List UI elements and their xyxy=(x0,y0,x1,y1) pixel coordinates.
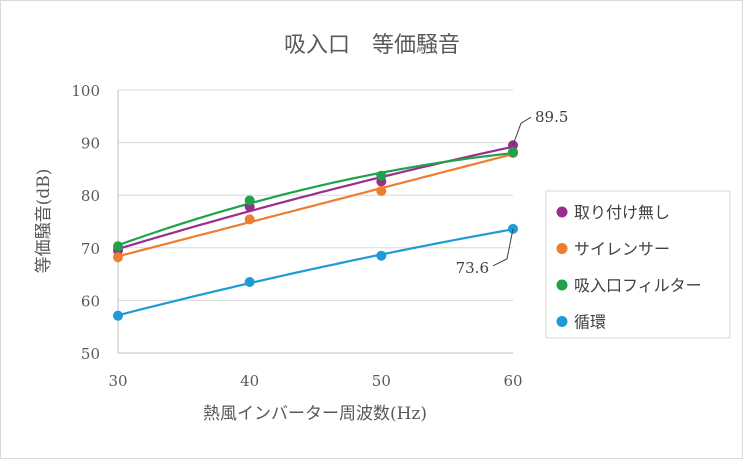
data-point-series-3 xyxy=(244,276,255,287)
y-tick-label: 100 xyxy=(71,82,100,100)
x-axis-label: 熱風インバーター周波数(Hz) xyxy=(203,404,427,424)
data-point-series-2 xyxy=(508,147,518,158)
data-point-series-1 xyxy=(244,214,255,225)
y-tick-label: 90 xyxy=(81,135,100,153)
x-tick-label: 40 xyxy=(240,372,259,390)
annotations: 89.5 73.6 xyxy=(456,108,569,277)
y-tick-label: 80 xyxy=(81,187,100,205)
annotation-leader-line xyxy=(512,116,532,146)
legend-marker-series-3 xyxy=(556,316,568,327)
data-point-series-2 xyxy=(113,241,123,252)
legend-label: 吸入口フィルター xyxy=(574,276,702,295)
y-axis-label: 等価騒音(dB) xyxy=(34,169,54,274)
data-point-series-2 xyxy=(244,195,255,206)
data-point-series-2 xyxy=(376,170,387,181)
trendline-series-2 xyxy=(117,151,514,247)
annotation-label: 89.5 xyxy=(535,108,568,126)
trendline-series-1 xyxy=(117,153,514,258)
y-tick-label: 50 xyxy=(81,345,100,363)
data-point-series-3 xyxy=(376,250,387,261)
legend-marker-series-1 xyxy=(556,243,568,254)
legend-marker-series-2 xyxy=(556,279,568,291)
y-tick-label: 60 xyxy=(81,292,100,310)
data-point-series-1 xyxy=(113,252,123,263)
annotation-label: 73.6 xyxy=(456,259,489,277)
legend-label: 取り付け無し xyxy=(574,203,670,222)
legend-label: サイレンサー xyxy=(574,240,670,259)
chart-title: 吸入口 等価騒音 xyxy=(284,33,460,58)
axes xyxy=(117,90,513,354)
data-point-series-1 xyxy=(376,185,387,196)
data-point-series-3 xyxy=(113,310,123,321)
trendlines xyxy=(117,145,514,317)
trendline-series-3 xyxy=(117,228,514,317)
legend-box xyxy=(545,190,731,339)
annotation-leader-line xyxy=(492,228,514,267)
x-tick-label: 50 xyxy=(372,372,391,390)
x-tick-label: 60 xyxy=(503,372,522,390)
trendline-series-0 xyxy=(117,145,514,251)
x-tick-label: 30 xyxy=(108,372,127,390)
legend-label: 循環 xyxy=(574,313,606,332)
y-tick-label: 70 xyxy=(81,240,100,258)
tick-labels: 50 60 70 80 90 100 30 40 50 60 xyxy=(71,82,522,390)
legend-marker-series-0 xyxy=(556,206,568,218)
data-points xyxy=(113,140,518,321)
gridlines xyxy=(118,89,513,301)
